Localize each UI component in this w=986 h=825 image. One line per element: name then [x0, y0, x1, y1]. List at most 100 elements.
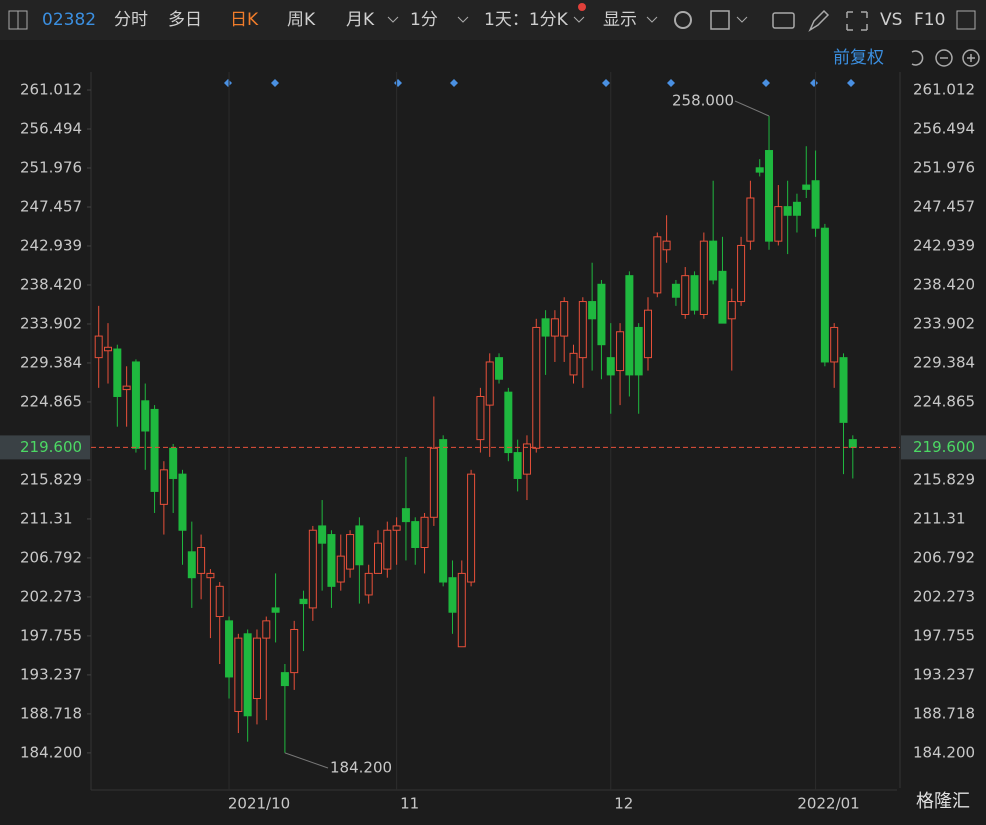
tab[interactable]: 周K [287, 10, 316, 30]
tab-active[interactable]: 日K [230, 10, 259, 30]
candle-body [671, 283, 680, 298]
candle-body [476, 395, 485, 441]
candle-body [262, 620, 271, 639]
pen-icon[interactable] [808, 9, 830, 32]
y-tick-label: 256.494 [20, 120, 82, 138]
candle-body [104, 346, 113, 352]
candle-body [560, 301, 569, 337]
candle-body [690, 275, 699, 311]
candle-body [597, 283, 606, 346]
tab[interactable]: 1分 [410, 10, 438, 30]
dropdown-arrow [457, 16, 469, 23]
zoom-in[interactable] [962, 49, 980, 67]
y-tick-label-right: 247.457 [913, 197, 975, 215]
candle-body [737, 244, 746, 303]
settings-icon[interactable] [674, 11, 692, 29]
candle-body [792, 201, 801, 216]
tab[interactable]: VS [880, 10, 902, 30]
y-tick-label: 233.902 [20, 314, 82, 332]
dropdown-arrow [387, 16, 399, 23]
y-tick-label-right: 184.200 [913, 743, 975, 761]
y-tick-label-right: 256.494 [913, 120, 975, 138]
candle-body [541, 318, 550, 337]
candle-body [457, 572, 466, 648]
candle-body [485, 361, 494, 406]
low-label: 184.200 [330, 759, 392, 777]
candle-body [187, 551, 196, 579]
y-tick-label: 215.829 [20, 470, 82, 488]
candle-body [681, 275, 690, 315]
watermark: 格隆汇 [916, 791, 970, 812]
y-tick-label-right: 188.718 [913, 704, 975, 722]
y-tick-label-right: 215.829 [913, 470, 975, 488]
candle-body [765, 150, 774, 242]
event-marker[interactable] [271, 79, 279, 87]
candle-body [197, 547, 206, 574]
candle-body [718, 270, 727, 324]
candle-body [383, 529, 392, 570]
candle-body [346, 534, 355, 570]
notify-dot [578, 3, 586, 11]
candle-body [811, 180, 820, 229]
candle-body [401, 508, 410, 523]
candle-body [820, 227, 829, 363]
fullscreen-icon[interactable] [846, 11, 868, 31]
event-marker[interactable] [762, 79, 770, 87]
event-marker[interactable] [667, 79, 675, 87]
candle-body [606, 357, 615, 376]
tab[interactable]: F10 [914, 10, 945, 30]
y-tick-label-right: 206.792 [913, 548, 975, 566]
x-tick-label: 2022/01 [797, 795, 859, 813]
candle-body [448, 577, 457, 613]
candle-body [150, 408, 159, 492]
y-tick-label-right: 242.939 [913, 236, 975, 254]
tab[interactable]: 分时 [114, 10, 148, 30]
event-marker[interactable] [450, 79, 458, 87]
event-markers [224, 79, 855, 87]
candle-body [290, 628, 299, 674]
y-tick-label-right: 229.384 [913, 353, 975, 371]
candle-body [374, 542, 382, 574]
candle-body [848, 439, 857, 448]
panel-icon[interactable] [956, 10, 976, 30]
tab[interactable]: 月K [346, 10, 375, 30]
event-marker[interactable] [394, 79, 402, 87]
candle-body [178, 473, 187, 531]
zoom-out[interactable] [935, 49, 953, 67]
candle-body [830, 326, 839, 363]
dropdown-arrow [736, 16, 748, 23]
tab[interactable]: 多日 [168, 10, 202, 30]
candle-body [439, 439, 448, 583]
box-icon[interactable] [710, 10, 730, 30]
candle-body [783, 206, 792, 216]
candle-body [299, 598, 308, 605]
event-marker[interactable] [602, 79, 610, 87]
candle-body [467, 473, 476, 583]
adjust-option[interactable]: 前复权 [833, 48, 884, 68]
candle-body [113, 348, 122, 397]
candle-body [252, 637, 261, 700]
event-marker[interactable] [224, 79, 232, 87]
candle-body [588, 301, 597, 320]
y-tick-label-right: 193.237 [913, 665, 975, 683]
camera-icon[interactable] [772, 12, 795, 29]
tab[interactable]: 显示 [603, 10, 637, 30]
candle-body [522, 443, 531, 475]
dropdown-arrow [573, 16, 585, 23]
y-tick-label: 193.237 [20, 665, 82, 683]
candle-body [131, 361, 140, 449]
event-marker[interactable] [847, 79, 855, 87]
y-tick-label: 224.865 [20, 392, 82, 410]
y-tick-label-right: 238.420 [913, 275, 975, 293]
reset-icon[interactable] [911, 50, 924, 66]
candle-body [774, 206, 783, 242]
y-tick-label: 229.384 [20, 353, 82, 371]
candle-body [243, 633, 252, 717]
candle-body [392, 525, 401, 531]
x-tick-label: 2021/10 [228, 795, 290, 813]
candle-body [625, 275, 634, 376]
candle-body [429, 447, 438, 518]
candle-body [271, 607, 280, 613]
tab[interactable]: 1天：1分K [484, 10, 569, 30]
stock-code[interactable]: 02382 [42, 10, 96, 30]
